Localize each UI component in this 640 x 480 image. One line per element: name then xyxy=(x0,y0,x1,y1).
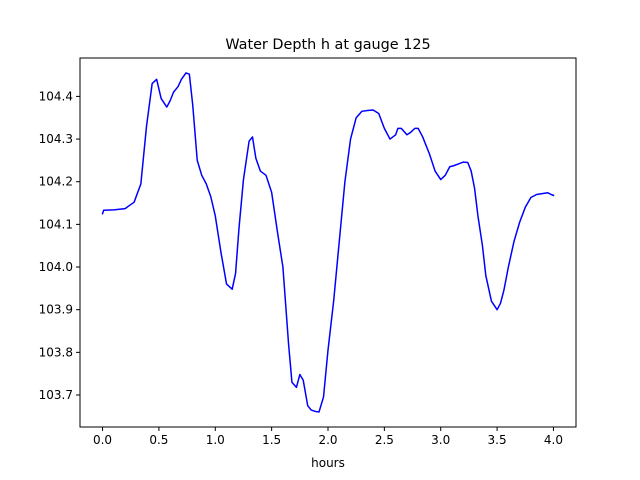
y-tick-label: 103.9 xyxy=(39,303,73,317)
x-tick-label: 3.5 xyxy=(488,433,507,447)
plot-area: 0.0 0.5 1.0 1.5 2.0 2.5 3.0 3.5 4.0 103.7 103.8 103… xyxy=(39,57,577,447)
x-axis-label: hours xyxy=(311,456,345,470)
y-tick-label: 104.4 xyxy=(39,89,73,103)
y-tick-label: 103.8 xyxy=(39,345,73,359)
x-tick-label: 4.0 xyxy=(544,433,563,447)
x-tick-label: 0.0 xyxy=(93,433,112,447)
chart-title: Water Depth h at gauge 125 xyxy=(225,37,430,53)
y-tick-label: 104.2 xyxy=(39,175,73,189)
x-tick-label: 0.5 xyxy=(149,433,168,447)
x-tick-label: 1.5 xyxy=(262,433,281,447)
x-tick-label: 1.0 xyxy=(206,433,225,447)
y-tick-label: 104.1 xyxy=(39,217,73,231)
y-tick-label: 104.3 xyxy=(39,132,73,146)
y-tick-label: 104.0 xyxy=(39,260,73,274)
x-tick-label: 2.0 xyxy=(318,433,337,447)
y-tick-label: 103.7 xyxy=(39,388,73,402)
x-tick-label: 2.5 xyxy=(375,433,394,447)
series-line-0 xyxy=(101,72,555,413)
x-tick-label: 3.0 xyxy=(431,433,450,447)
